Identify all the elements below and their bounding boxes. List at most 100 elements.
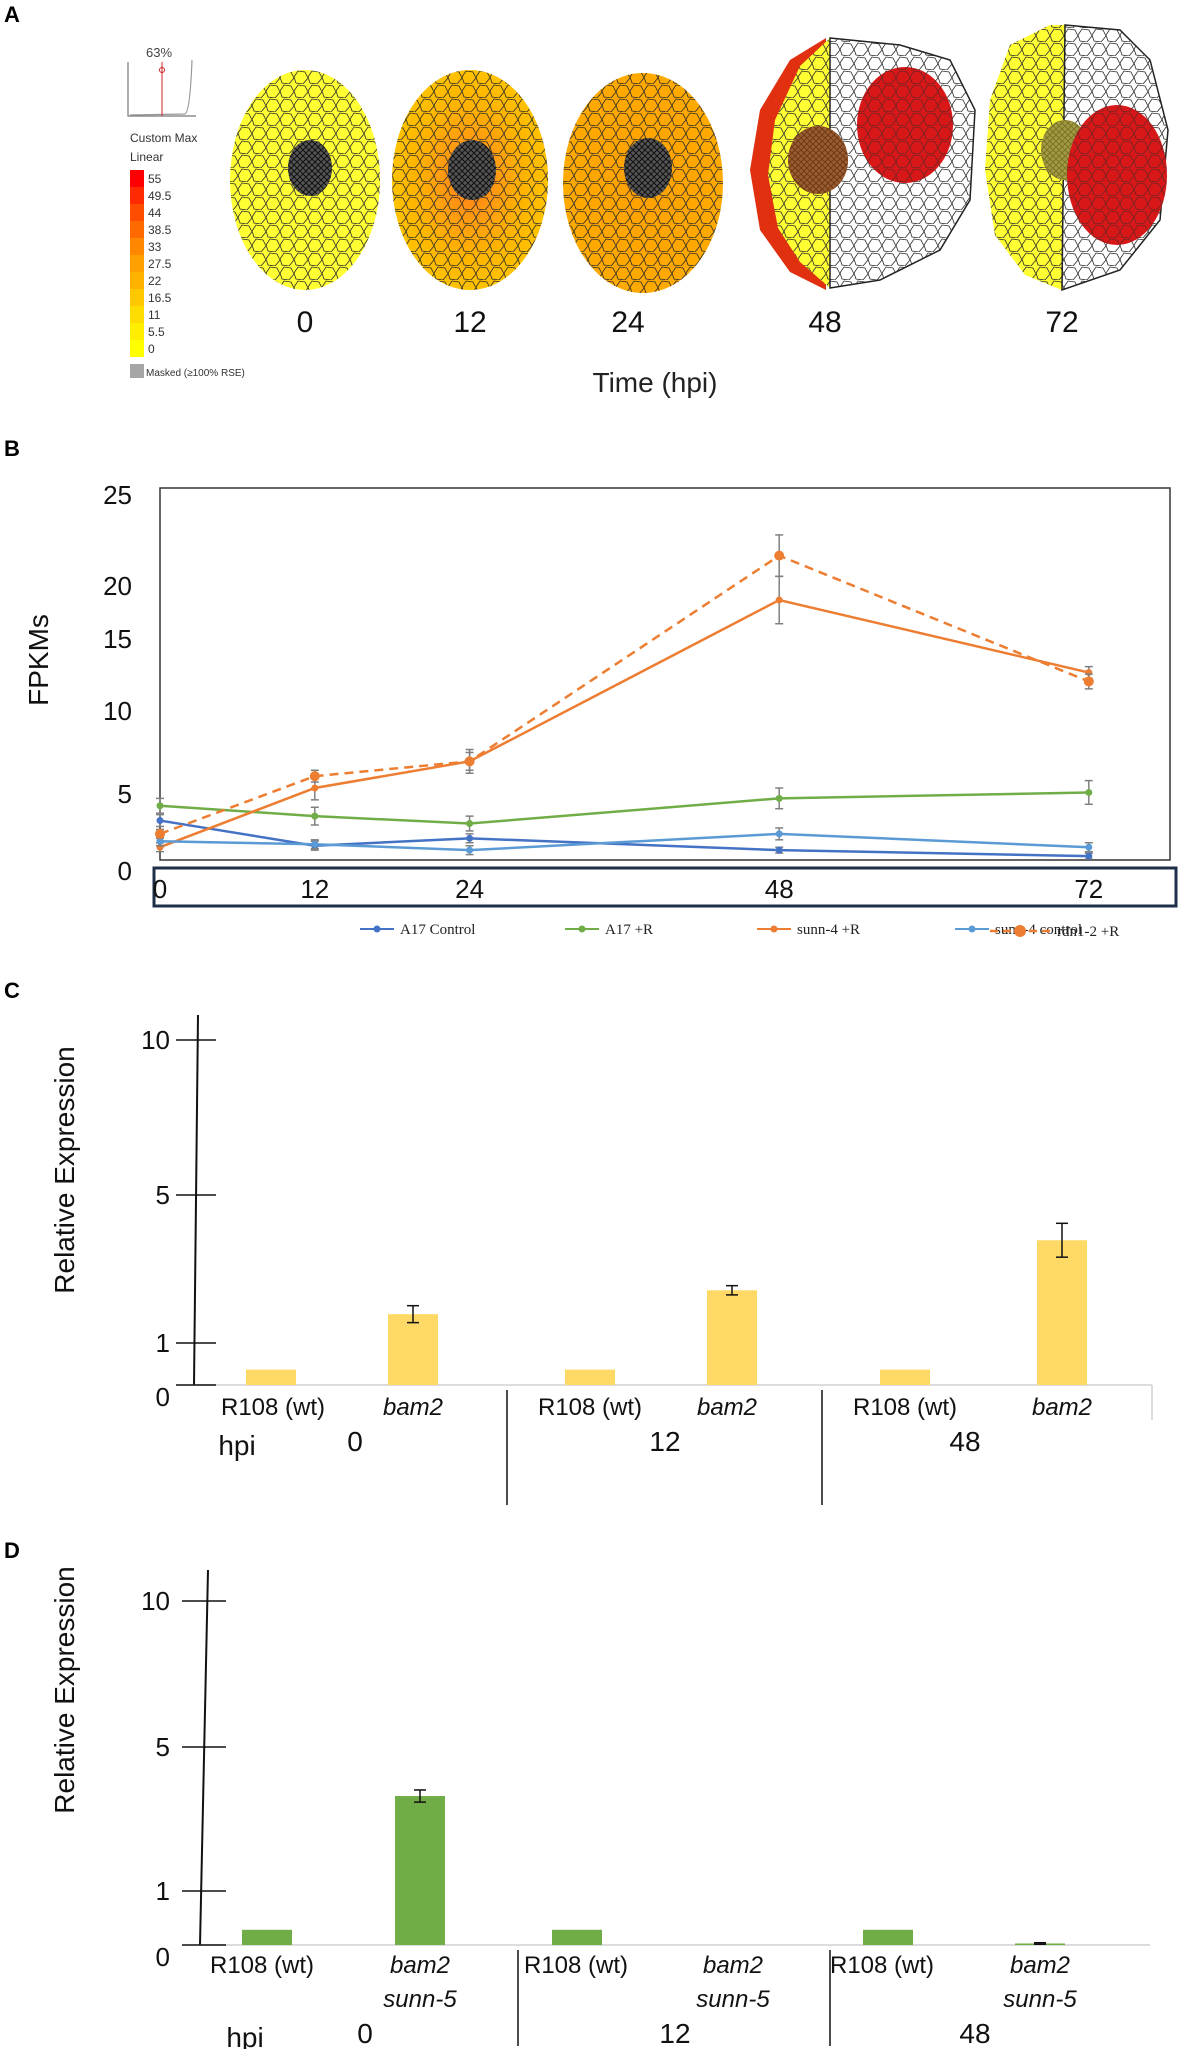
data-point — [464, 756, 475, 767]
category-label: R108 (wt) — [524, 1952, 628, 1979]
series-line — [159, 791, 1089, 825]
category-label: sunn-5 — [1003, 1986, 1077, 2013]
bar — [395, 1796, 445, 1945]
y-tick-label: 10 — [141, 1025, 170, 1055]
category-label: bam2 — [1032, 1394, 1092, 1421]
y-tick-label: 0 — [156, 1382, 170, 1412]
y-tick-label: 10 — [103, 696, 132, 726]
legend-title: Custom Max — [130, 131, 197, 145]
legend-label: A17 +R — [605, 922, 653, 938]
legend-curve-axes — [127, 62, 196, 117]
data-point — [309, 771, 320, 782]
y-axis-title: Relative Expression — [49, 1566, 80, 1813]
hpi-label: hpi — [218, 1430, 255, 1461]
category-label: bam2 — [383, 1394, 443, 1421]
timepoint-label: 48 — [808, 306, 841, 339]
category-label: sunn-5 — [696, 1986, 770, 2013]
y-tick-label: 0 — [156, 1942, 170, 1972]
panel-a: A 63% Custom Max Linear 55 49.5 44 38.5 33 27… — [4, 2, 1169, 398]
legend-marker — [770, 925, 778, 933]
legend-levels: 55 49.5 44 38.5 33 27.5 22 16.5 11 5.5 0 — [130, 170, 172, 357]
x-tick-label: 24 — [455, 874, 484, 904]
x-axis-box — [152, 866, 1178, 908]
bar — [880, 1369, 930, 1385]
hpi-value: 48 — [959, 2018, 990, 2049]
legend-label: rdn1-2 +R — [1057, 924, 1119, 940]
data-point — [775, 794, 783, 802]
y-tick-label: 1 — [156, 1328, 170, 1358]
hpi-value: 12 — [659, 2018, 690, 2049]
y-axis-title: FPKMs — [23, 614, 54, 706]
x-tick-labels: 0 12 24 48 72 — [153, 874, 1103, 904]
plot-frame — [159, 487, 1171, 861]
data-point — [1083, 676, 1094, 687]
series-group — [155, 534, 1094, 860]
section-48hpi — [750, 37, 976, 290]
legend-percent: 63% — [146, 45, 172, 60]
hpi-value: 0 — [347, 1426, 363, 1457]
legend-threshold-marker — [159, 67, 165, 73]
y-tick-label: 20 — [103, 571, 132, 601]
y-tick-label: 15 — [103, 624, 132, 654]
data-point — [155, 828, 165, 839]
bar — [246, 1369, 296, 1385]
data-point — [775, 846, 783, 854]
category-label: R108 (wt) — [221, 1394, 325, 1421]
legend-level-label: 16.5 — [148, 291, 172, 305]
y-tick-label: 5 — [156, 1180, 170, 1210]
bars — [242, 1789, 1065, 1945]
panel-label-d: D — [4, 1538, 20, 1563]
legend-label: sunn-4 +R — [797, 922, 860, 938]
legend-level-label: 27.5 — [148, 257, 172, 271]
hpi-value: 0 — [357, 2018, 373, 2049]
legend-level-label: 38.5 — [148, 223, 172, 237]
data-point — [156, 817, 164, 825]
data-point — [311, 840, 319, 848]
timepoint-label: 72 — [1045, 306, 1078, 339]
y-tick-label: 5 — [156, 1732, 170, 1762]
series-line — [159, 819, 1089, 858]
data-point — [466, 846, 474, 854]
category-label: R108 (wt) — [853, 1394, 957, 1421]
data-point — [311, 784, 319, 792]
category-label: bam2 — [390, 1952, 450, 1979]
legend-level-label: 22 — [148, 274, 162, 288]
legend-swatch — [130, 289, 144, 306]
legend-swatch — [130, 187, 144, 204]
section-0hpi — [230, 70, 380, 290]
y-tick-label: 0 — [118, 856, 132, 886]
panel-a-xlabel: Time (hpi) — [593, 367, 718, 398]
category-label: R108 (wt) — [538, 1394, 642, 1421]
y-tick-label: 10 — [141, 1586, 170, 1616]
series-rdn1-2-r — [155, 534, 1094, 840]
data-point — [1085, 788, 1093, 796]
bar — [388, 1314, 438, 1385]
data-point — [156, 802, 164, 810]
legend-swatch — [130, 204, 144, 221]
legend-level-label: 0 — [148, 342, 155, 356]
legend-swatch — [130, 272, 144, 289]
category-label: bam2 — [703, 1952, 763, 1979]
series-a17-control — [156, 813, 1093, 860]
data-point — [156, 837, 164, 845]
legend-swatch — [130, 340, 144, 357]
bar — [863, 1929, 913, 1945]
y-tick-label: 5 — [118, 779, 132, 809]
legend-swatch — [130, 221, 144, 238]
data-point — [466, 820, 474, 828]
legend-scale: Linear — [130, 150, 163, 164]
legend-level-label: 33 — [148, 240, 162, 254]
legend-swatch — [130, 306, 144, 323]
category-label: bam2 — [697, 1394, 757, 1421]
legend-marker — [1014, 925, 1026, 937]
hpi-value: 48 — [949, 1426, 980, 1457]
legend-level-label: 49.5 — [148, 189, 172, 203]
data-point — [466, 834, 474, 842]
data-point — [1085, 852, 1093, 860]
